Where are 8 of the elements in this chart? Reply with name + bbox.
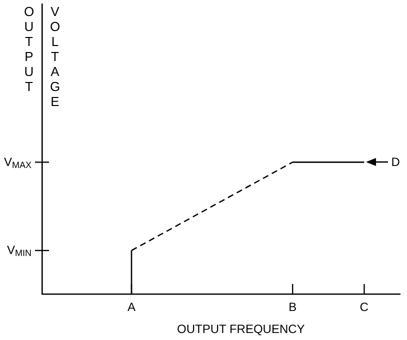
text: OUTPUT VOLTAGE: [24, 4, 60, 109]
x-tick-label: C: [360, 300, 368, 314]
ref-line-label: V$_{MAX}$: [4, 154, 32, 170]
x-tick-label: B: [288, 300, 297, 314]
annotation: D: [391, 155, 400, 170]
ref-line-label: V$_{MIN}$: [7, 243, 32, 258]
x-tick-label: A: [128, 300, 136, 314]
x-axis-title: OUTPUT FREQUENCY: [177, 322, 305, 336]
